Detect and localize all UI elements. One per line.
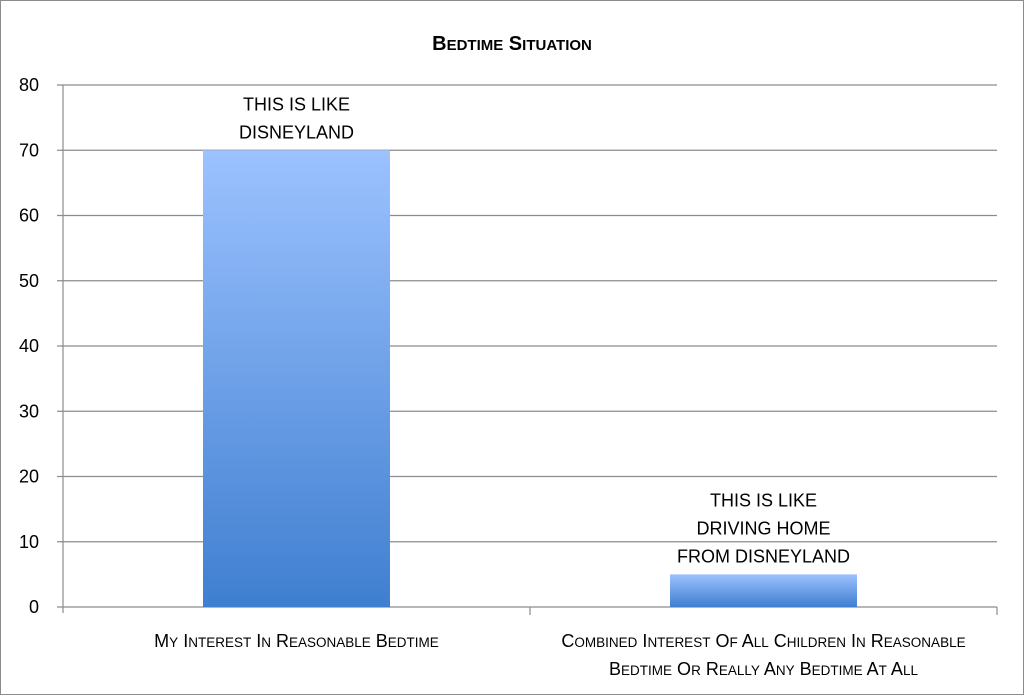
x-category-label: BEDTIME OR REALLY ANY BEDTIME AT ALL [609,659,918,679]
x-category-label: MY INTEREST IN REASONABLE BEDTIME [154,631,439,651]
chart-title: BEDTIME SITUATION [432,33,592,55]
bar-2 [670,574,857,607]
y-tick-label: 60 [19,206,39,226]
y-tick-label: 30 [19,401,39,421]
x-category-label: COMBINED INTEREST OF ALL CHILDREN IN REA… [561,631,965,651]
bar-annotation: DISNEYLAND [239,122,354,142]
y-tick-label: 80 [19,75,39,95]
y-tick-label: 70 [19,140,39,160]
y-tick-label: 10 [19,532,39,552]
bar-1 [203,150,390,607]
y-tick-label: 50 [19,271,39,291]
bar-annotation: THIS IS LIKE [243,94,350,114]
bar-annotation: FROM DISNEYLAND [677,546,850,566]
y-tick-label: 0 [29,597,39,617]
bar-annotation: DRIVING HOME [696,518,830,538]
y-tick-label: 20 [19,467,39,487]
bar-annotation: THIS IS LIKE [710,490,817,510]
y-tick-label: 40 [19,336,39,356]
